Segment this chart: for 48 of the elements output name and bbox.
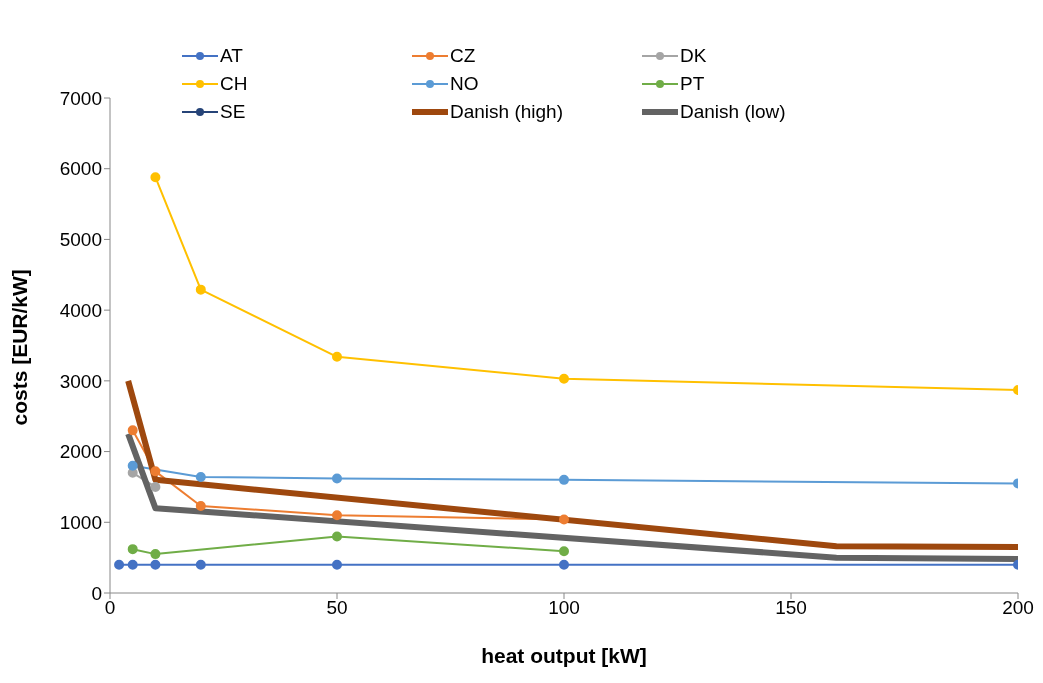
point — [127, 425, 138, 436]
point — [150, 172, 161, 183]
point — [332, 510, 342, 521]
point — [559, 514, 569, 525]
y-axis-title: costs [EUR/kW] — [8, 269, 32, 426]
y-tick-label: 1000 — [59, 512, 102, 534]
legend-label: AT — [220, 45, 243, 67]
legend-label: CH — [220, 73, 248, 95]
point — [559, 474, 569, 485]
y-tick-label: 6000 — [59, 158, 102, 180]
point — [332, 473, 342, 484]
x-axis-title: heat output [kW] — [481, 644, 647, 667]
legend-label: SE — [220, 101, 246, 123]
point — [332, 531, 342, 542]
point — [195, 472, 206, 483]
point — [195, 501, 206, 512]
x-tick-label: 200 — [1002, 597, 1034, 619]
y-tick-label: 7000 — [59, 87, 102, 109]
point — [150, 481, 161, 492]
point — [114, 559, 125, 570]
legend-label: Danish (low) — [680, 101, 786, 123]
point — [150, 549, 161, 560]
y-tick-label: 4000 — [59, 299, 102, 321]
point — [150, 559, 161, 570]
point — [332, 559, 342, 570]
point — [150, 466, 161, 477]
point — [559, 373, 569, 384]
x-tick-label: 100 — [548, 597, 580, 619]
point — [127, 559, 138, 570]
point — [559, 546, 569, 557]
point — [127, 544, 138, 555]
y-tick-label: 5000 — [59, 229, 102, 251]
point — [332, 351, 342, 362]
x-tick-label: 0 — [104, 597, 116, 619]
x-tick-label: 50 — [326, 597, 348, 619]
point — [195, 284, 206, 295]
legend-label: DK — [680, 45, 707, 67]
legend-label: CZ — [450, 45, 476, 67]
point — [559, 559, 569, 570]
y-tick-label: 2000 — [59, 441, 102, 463]
y-tick-label: 0 — [91, 582, 102, 604]
legend-label: Danish (high) — [450, 101, 563, 123]
y-tick-label: 3000 — [59, 370, 102, 392]
point — [127, 460, 138, 471]
legend-label: PT — [680, 73, 705, 95]
point — [195, 559, 206, 570]
legend-label: NO — [450, 73, 479, 95]
x-tick-label: 150 — [775, 597, 807, 619]
